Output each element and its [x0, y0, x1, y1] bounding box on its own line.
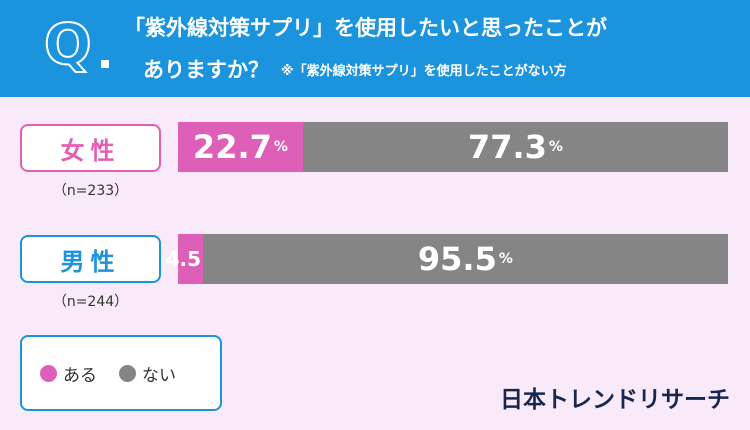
q-dot [101, 60, 109, 68]
data-label-female-no: 77.3 [467, 128, 547, 166]
bar-segment-female-yes: 22.7% [178, 122, 303, 172]
bar-row-female: 22.7% 77.3% [178, 122, 728, 172]
question-line2: ありますか？ ※「紫外線対策サプリ」を使用したことがない方 [143, 54, 567, 84]
question-note: ※「紫外線対策サプリ」を使用したことがない方 [281, 64, 567, 79]
data-label-female-yes: 22.7 [192, 128, 272, 166]
q-mark: Q [43, 13, 93, 79]
bar-row-male: 4.5% 95.5% [166, 234, 728, 284]
sample-size-female: （n=233） [52, 183, 129, 199]
unit-female-no: % [548, 139, 563, 155]
legend-label-yes: ある [63, 365, 97, 386]
question-line2-text: ありますか？ [143, 58, 269, 82]
question-line1: 「紫外線対策サプリ」を使用したいと思ったことが [124, 16, 607, 40]
question-header: Q 「紫外線対策サプリ」を使用したいと思ったことが ありますか？ ※「紫外線対策サ… [0, 0, 750, 97]
legend-swatch-no [119, 364, 136, 382]
unit-female-yes: % [273, 139, 288, 155]
legend: ある ない [20, 335, 222, 411]
category-label-male: 男性 [20, 235, 161, 283]
data-label-male-yes: 4.5 [165, 247, 202, 271]
brand-logo-text: 日本トレンドリサーチ [500, 387, 730, 413]
bar-segment-male-yes: 4.5% [166, 234, 215, 284]
legend-label-no: ない [142, 365, 176, 386]
bar-segment-male-no: 95.5% [202, 234, 728, 284]
bar-segment-female-no: 77.3% [302, 122, 728, 172]
category-label-female: 女性 [20, 124, 161, 172]
legend-item-yes: ある [40, 361, 97, 386]
data-label-male-no: 95.5 [417, 240, 497, 278]
unit-male-no: % [498, 251, 513, 267]
sample-size-male: （n=244） [52, 294, 129, 310]
legend-item-no: ない [119, 361, 176, 386]
legend-swatch-yes [40, 364, 57, 382]
